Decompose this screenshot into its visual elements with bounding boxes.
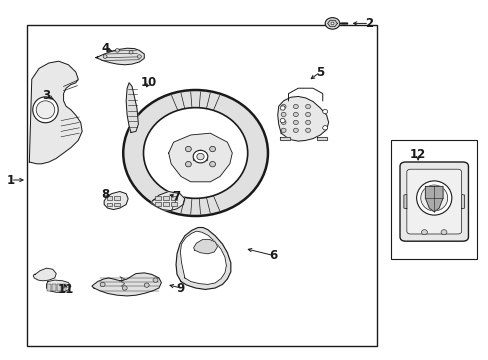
Bar <box>390 140 476 259</box>
Bar <box>106 203 112 206</box>
Bar <box>106 196 112 200</box>
Bar <box>163 202 168 206</box>
Bar <box>170 202 176 206</box>
Polygon shape <box>33 268 56 281</box>
Text: 11: 11 <box>58 283 74 296</box>
Ellipse shape <box>293 112 298 117</box>
Ellipse shape <box>122 286 127 290</box>
Polygon shape <box>461 194 464 209</box>
Polygon shape <box>104 192 128 210</box>
Polygon shape <box>95 48 144 65</box>
Ellipse shape <box>440 230 446 235</box>
Ellipse shape <box>209 162 215 167</box>
Text: 10: 10 <box>141 76 157 89</box>
Ellipse shape <box>193 150 207 163</box>
Ellipse shape <box>115 49 119 52</box>
Text: 4: 4 <box>101 42 109 55</box>
Polygon shape <box>92 273 161 296</box>
Bar <box>170 196 176 200</box>
Ellipse shape <box>123 90 267 216</box>
Ellipse shape <box>144 283 149 287</box>
Polygon shape <box>126 83 138 132</box>
Ellipse shape <box>137 55 141 58</box>
Text: 7: 7 <box>172 190 180 203</box>
Text: 2: 2 <box>365 17 372 30</box>
Ellipse shape <box>305 120 310 125</box>
Polygon shape <box>327 20 337 27</box>
Polygon shape <box>151 192 184 211</box>
Ellipse shape <box>103 55 107 58</box>
Ellipse shape <box>322 109 327 114</box>
Text: 1: 1 <box>7 174 15 186</box>
Bar <box>62 284 65 291</box>
Ellipse shape <box>325 18 339 29</box>
Polygon shape <box>193 239 217 254</box>
Polygon shape <box>277 96 328 141</box>
Bar <box>114 196 120 200</box>
Polygon shape <box>316 137 326 140</box>
Text: 6: 6 <box>269 249 277 262</box>
Ellipse shape <box>129 50 133 54</box>
Polygon shape <box>176 228 230 289</box>
Ellipse shape <box>143 108 247 198</box>
Ellipse shape <box>196 153 204 160</box>
Text: 9: 9 <box>177 282 184 294</box>
Ellipse shape <box>36 101 55 119</box>
Polygon shape <box>180 231 226 284</box>
Ellipse shape <box>293 104 298 109</box>
Polygon shape <box>46 280 71 292</box>
Ellipse shape <box>153 278 158 282</box>
FancyBboxPatch shape <box>406 169 461 234</box>
Ellipse shape <box>293 128 298 132</box>
FancyBboxPatch shape <box>399 162 468 241</box>
Ellipse shape <box>280 106 285 110</box>
Text: 12: 12 <box>409 148 426 161</box>
Polygon shape <box>403 194 406 209</box>
Ellipse shape <box>281 128 285 132</box>
Ellipse shape <box>185 162 191 167</box>
Ellipse shape <box>281 112 285 117</box>
Ellipse shape <box>293 120 298 125</box>
Ellipse shape <box>281 120 285 125</box>
Ellipse shape <box>33 97 58 123</box>
Ellipse shape <box>185 146 191 152</box>
Text: 8: 8 <box>101 188 109 201</box>
Ellipse shape <box>305 128 310 132</box>
Polygon shape <box>425 186 442 212</box>
Bar <box>114 203 120 206</box>
Bar <box>47 284 51 291</box>
Bar <box>52 284 56 291</box>
Ellipse shape <box>305 112 310 117</box>
Bar <box>163 196 168 200</box>
Bar <box>57 284 61 291</box>
Text: 3: 3 <box>42 89 50 102</box>
Bar <box>27 25 376 346</box>
Bar <box>155 196 161 200</box>
Polygon shape <box>29 61 82 164</box>
Ellipse shape <box>416 181 451 215</box>
Ellipse shape <box>322 126 327 130</box>
Text: 5: 5 <box>316 66 324 78</box>
Ellipse shape <box>209 146 215 152</box>
Ellipse shape <box>100 282 105 287</box>
Ellipse shape <box>305 104 310 109</box>
Polygon shape <box>168 133 232 182</box>
Ellipse shape <box>281 104 285 109</box>
Ellipse shape <box>420 185 447 211</box>
Ellipse shape <box>421 230 427 235</box>
Ellipse shape <box>280 118 285 123</box>
Bar <box>155 202 161 206</box>
Polygon shape <box>280 137 289 140</box>
Ellipse shape <box>330 22 333 24</box>
